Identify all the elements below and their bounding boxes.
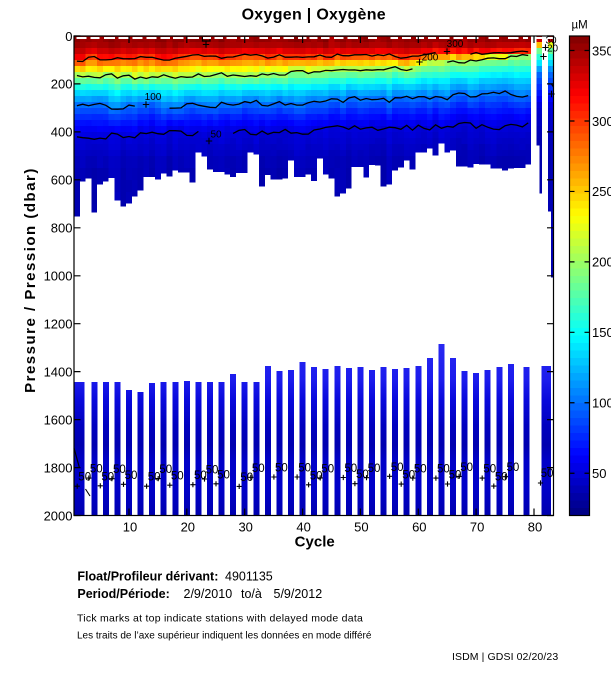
svg-text:250: 250	[592, 184, 611, 199]
svg-text:50: 50	[298, 463, 311, 475]
svg-text:Float/Profileur dérivant:49011: Float/Profileur dérivant: 4901135	[77, 570, 272, 584]
svg-text:Pressure / Pression (dbar): Pressure / Pression (dbar)	[22, 167, 39, 393]
svg-text:1400: 1400	[44, 364, 73, 379]
svg-text:1200: 1200	[44, 317, 73, 332]
svg-text:µM: µM	[572, 20, 588, 32]
svg-text:40: 40	[296, 519, 310, 534]
svg-text:50: 50	[252, 463, 265, 475]
svg-text:50: 50	[159, 464, 172, 476]
svg-text:Oxygen | Oxygène: Oxygen | Oxygène	[242, 7, 386, 24]
svg-text:50: 50	[125, 470, 138, 482]
svg-text:50: 50	[148, 472, 161, 484]
svg-text:350: 350	[592, 43, 611, 58]
svg-text:200: 200	[422, 53, 439, 64]
svg-text:50: 50	[275, 463, 288, 475]
svg-text:600: 600	[51, 173, 73, 188]
svg-text:1800: 1800	[44, 460, 73, 475]
svg-text:10: 10	[123, 519, 137, 534]
svg-text:50: 50	[321, 463, 334, 475]
svg-text:50: 50	[344, 463, 357, 475]
svg-text:Tick marks at top indicate sta: Tick marks at top indicate stations with…	[77, 613, 363, 625]
svg-text:50: 50	[217, 469, 230, 481]
svg-text:50: 50	[495, 472, 508, 484]
svg-text:50: 50	[414, 464, 427, 476]
svg-text:300: 300	[447, 39, 464, 50]
svg-text:50: 50	[368, 463, 381, 475]
svg-text:50: 50	[310, 470, 323, 482]
svg-text:50: 50	[206, 465, 219, 477]
svg-text:800: 800	[51, 221, 73, 236]
svg-text:Les traits de l’axe supérieur: Les traits de l’axe supérieur indiquent …	[77, 631, 372, 642]
svg-text:50: 50	[592, 466, 606, 481]
svg-text:1600: 1600	[44, 412, 73, 427]
svg-text:50: 50	[391, 462, 404, 474]
svg-text:50: 50	[78, 472, 91, 484]
svg-text:50: 50	[171, 471, 184, 483]
svg-text:50: 50	[507, 462, 520, 474]
svg-text:20: 20	[547, 44, 559, 55]
svg-text:50: 50	[460, 462, 473, 474]
svg-text:100: 100	[592, 396, 611, 411]
svg-text:200: 200	[592, 255, 611, 270]
svg-text:150: 150	[592, 325, 611, 340]
svg-text:200: 200	[51, 77, 73, 92]
svg-text:80: 80	[528, 519, 542, 534]
svg-text:1000: 1000	[44, 269, 73, 284]
svg-text:70: 70	[470, 519, 484, 534]
svg-text:50: 50	[90, 464, 103, 476]
svg-text:2000: 2000	[44, 508, 73, 523]
svg-text:50: 50	[101, 471, 114, 483]
svg-text:20: 20	[181, 519, 195, 534]
svg-text:50: 50	[541, 468, 554, 480]
svg-text:Cycle: Cycle	[295, 534, 335, 551]
svg-text:30: 30	[546, 36, 558, 47]
svg-text:50: 50	[483, 464, 496, 476]
svg-text:50: 50	[354, 519, 368, 534]
svg-text:300: 300	[592, 114, 611, 129]
svg-text:ISDM | GDSI 02/20/23: ISDM | GDSI 02/20/23	[452, 651, 558, 663]
svg-text:400: 400	[51, 125, 73, 140]
svg-text:0: 0	[65, 29, 72, 44]
svg-text:100: 100	[145, 92, 162, 103]
svg-text:50: 50	[240, 472, 253, 484]
svg-text:50: 50	[437, 464, 450, 476]
svg-text:50: 50	[449, 470, 462, 482]
svg-text:60: 60	[412, 519, 426, 534]
svg-text:30: 30	[238, 519, 252, 534]
svg-text:50: 50	[113, 464, 126, 476]
svg-text:50: 50	[210, 130, 222, 141]
